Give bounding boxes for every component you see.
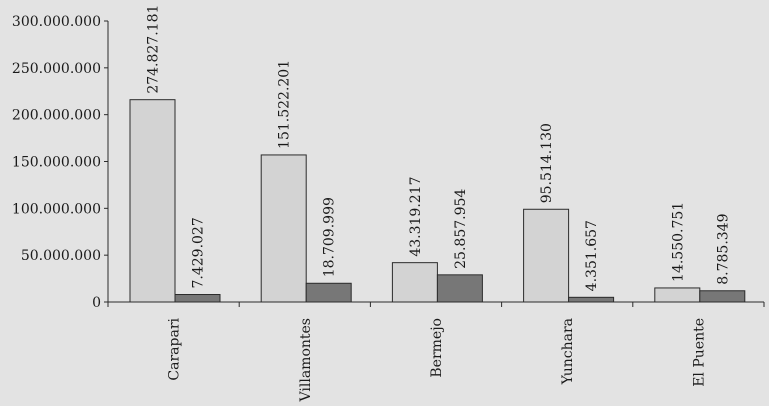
data-label: 4.351.657 [584,220,600,291]
data-label: 151.522.201 [277,60,293,149]
bar [523,208,570,303]
y-tick-label: 150.000.000 [12,155,101,171]
y-tick-label: 250.000.000 [12,61,101,77]
data-label: 274.827.181 [146,5,162,94]
bar [654,287,701,303]
y-tick-label: 50.000.000 [21,248,101,264]
bar [129,99,176,303]
bar [305,282,352,303]
data-label: 43.319.217 [408,176,424,256]
category-label: Bermejo [429,318,445,378]
bar [391,262,438,303]
category-label: Villamontes [298,318,314,402]
data-label: 14.550.751 [670,202,686,282]
y-tick-label: 0 [92,295,101,311]
bar [174,294,221,303]
data-label: 8.785.349 [715,213,731,284]
y-tick-label: 100.000.000 [12,201,101,217]
category-label: Yunchara [560,318,576,385]
category-label: El Puente [691,318,707,387]
bar [260,154,307,303]
data-label: 95.514.130 [539,123,555,203]
y-tick-label: 200.000.000 [12,108,101,124]
bar [568,296,615,303]
category-label: Carapari [167,317,183,380]
data-label: 18.709.999 [322,197,338,277]
data-label: 25.857.954 [453,189,469,269]
data-label: 7.429.027 [191,217,207,288]
bar [699,290,746,303]
y-tick-label: 300.000.000 [12,14,101,30]
bar [436,274,483,303]
